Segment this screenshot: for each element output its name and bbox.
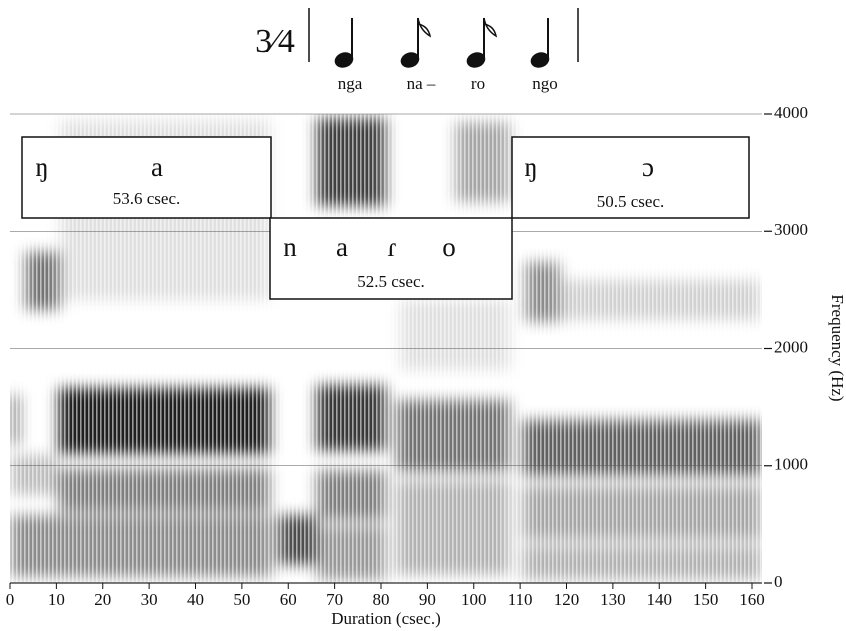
syllable: nga <box>338 74 363 93</box>
x-tick-label: 110 <box>508 590 533 609</box>
phoneme: ɔ <box>642 152 654 182</box>
x-tick-label: 60 <box>280 590 297 609</box>
music-notation <box>308 8 579 68</box>
x-tick-label: 100 <box>461 590 487 609</box>
phoneme: ŋ <box>524 152 537 182</box>
segment-box <box>269 217 513 300</box>
phoneme: ŋ <box>35 152 48 182</box>
x-tick-label: 80 <box>373 590 390 609</box>
x-tick-label: 50 <box>233 590 250 609</box>
x-tick-label: 70 <box>326 590 343 609</box>
x-tick-label: 0 <box>6 590 15 609</box>
syllable: ngo <box>532 74 558 93</box>
y-tick-label: 2000 <box>774 337 808 356</box>
phoneme: a <box>151 152 163 182</box>
x-axis-label: Duration (csec.) <box>331 609 441 628</box>
x-tick-label: 20 <box>94 590 111 609</box>
syllable: ro <box>471 74 485 93</box>
x-tick-label: 150 <box>693 590 719 609</box>
x-tick-label: 90 <box>419 590 436 609</box>
segment-duration: 52.5 csec. <box>357 272 425 291</box>
x-tick-label: 140 <box>647 590 673 609</box>
segment-duration: 50.5 csec. <box>597 192 665 211</box>
y-axis-label: Frequency (Hz) <box>828 294 846 401</box>
y-tick-label: 4000 <box>774 103 808 122</box>
phoneme: a <box>336 232 348 262</box>
segment-box <box>511 136 750 219</box>
x-tick-label: 130 <box>600 590 626 609</box>
phoneme: n <box>283 232 297 262</box>
time-signature: 3⁄4 <box>255 23 295 60</box>
x-tick-label: 40 <box>187 590 204 609</box>
x-tick-label: 10 <box>48 590 65 609</box>
y-tick-label: 3000 <box>774 220 808 239</box>
phoneme: ɾ <box>388 232 397 262</box>
syllable: na – <box>407 74 436 93</box>
segment-duration: 53.6 csec. <box>113 189 181 208</box>
y-tick-label: 0 <box>774 572 783 591</box>
x-tick-label: 30 <box>141 590 158 609</box>
y-tick-label: 1000 <box>774 455 808 474</box>
x-tick-label: 120 <box>554 590 580 609</box>
x-tick-label: 160 <box>739 590 765 609</box>
phoneme: o <box>442 232 456 262</box>
segment-box <box>21 136 272 219</box>
